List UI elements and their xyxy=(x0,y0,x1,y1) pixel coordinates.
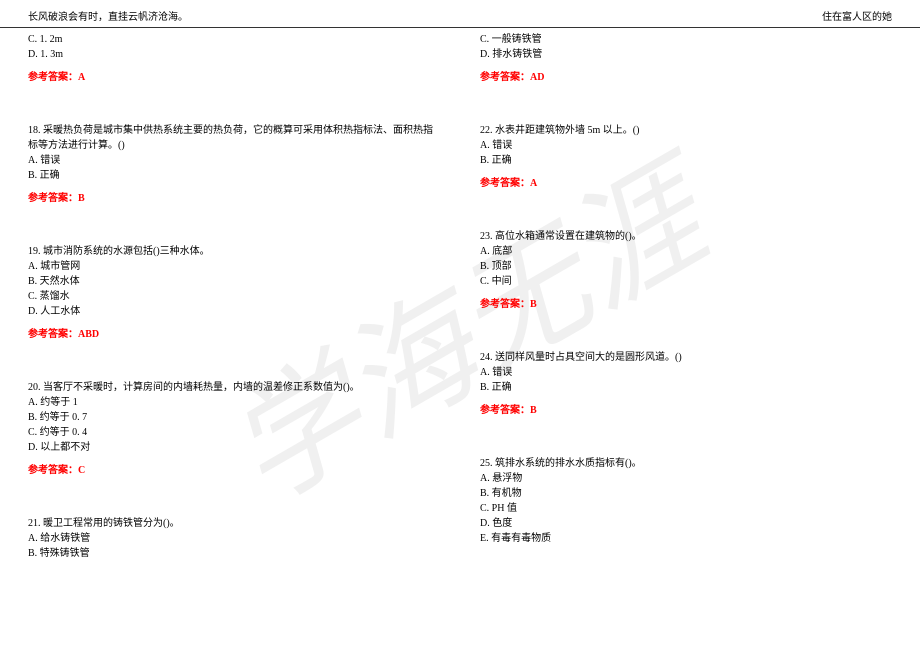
answer: 参考答案：A xyxy=(480,176,892,191)
option: B. 顶部 xyxy=(480,259,892,274)
option: A. 城市管网 xyxy=(28,259,440,274)
question-text: 24. 送同样风量时占具空间大的是圆形风道。() xyxy=(480,350,892,365)
option: C. 蒸馏水 xyxy=(28,289,440,304)
question-24: 24. 送同样风量时占具空间大的是圆形风道。() A. 错误 B. 正确 参考答… xyxy=(480,350,892,418)
option: D. 排水铸铁管 xyxy=(480,47,892,62)
option: D. 以上都不对 xyxy=(28,440,440,455)
answer: 参考答案：C xyxy=(28,463,440,478)
option: A. 约等于 1 xyxy=(28,395,440,410)
option: B. 约等于 0. 7 xyxy=(28,410,440,425)
question-20: 20. 当客厅不采暖时，计算房间的内墙耗热量，内墙的温差修正系数值为()。 A.… xyxy=(28,380,440,478)
option: A. 底部 xyxy=(480,244,892,259)
option: A. 错误 xyxy=(480,365,892,380)
right-column: C. 一般铸铁管 D. 排水铸铁管 参考答案：AD 22. 水表井距建筑物外墙 … xyxy=(470,32,892,599)
question-17-partial: C. 1. 2m D. 1. 3m 参考答案：A xyxy=(28,32,440,85)
option: B. 正确 xyxy=(480,380,892,395)
answer: 参考答案：B xyxy=(28,191,440,206)
option: D. 1. 3m xyxy=(28,47,440,62)
question-text: 23. 高位水箱通常设置在建筑物的()。 xyxy=(480,229,892,244)
option: E. 有毒有毒物质 xyxy=(480,531,892,546)
option: C. PH 值 xyxy=(480,501,892,516)
answer: 参考答案：B xyxy=(480,403,892,418)
answer: 参考答案：ABD xyxy=(28,327,440,342)
question-text: 18. 采暖热负荷是城市集中供热系统主要的热负荷，它的概算可采用体积热指标法、面… xyxy=(28,123,440,153)
option: C. 1. 2m xyxy=(28,32,440,47)
question-18: 18. 采暖热负荷是城市集中供热系统主要的热负荷，它的概算可采用体积热指标法、面… xyxy=(28,123,440,206)
option: B. 正确 xyxy=(480,153,892,168)
header-right: 住在富人区的她 xyxy=(822,8,892,23)
question-text: 21. 暖卫工程常用的铸铁管分为()。 xyxy=(28,516,440,531)
option: C. 约等于 0. 4 xyxy=(28,425,440,440)
page-header: 长风破浪会有时，直挂云帆济沧海。 住在富人区的她 xyxy=(0,0,920,28)
question-text: 19. 城市消防系统的水源包括()三种水体。 xyxy=(28,244,440,259)
header-left: 长风破浪会有时，直挂云帆济沧海。 xyxy=(28,8,188,23)
question-text: 25. 筑排水系统的排水水质指标有()。 xyxy=(480,456,892,471)
option: A. 悬浮物 xyxy=(480,471,892,486)
question-23: 23. 高位水箱通常设置在建筑物的()。 A. 底部 B. 顶部 C. 中间 参… xyxy=(480,229,892,312)
question-text: 22. 水表井距建筑物外墙 5m 以上。() xyxy=(480,123,892,138)
option: A. 错误 xyxy=(28,153,440,168)
option: A. 错误 xyxy=(480,138,892,153)
option: A. 给水铸铁管 xyxy=(28,531,440,546)
left-column: C. 1. 2m D. 1. 3m 参考答案：A 18. 采暖热负荷是城市集中供… xyxy=(28,32,470,599)
option: B. 特殊铸铁管 xyxy=(28,546,440,561)
option: D. 色度 xyxy=(480,516,892,531)
option: B. 有机物 xyxy=(480,486,892,501)
question-21-cont: C. 一般铸铁管 D. 排水铸铁管 参考答案：AD xyxy=(480,32,892,85)
answer: 参考答案：A xyxy=(28,70,440,85)
option: B. 正确 xyxy=(28,168,440,183)
option: C. 一般铸铁管 xyxy=(480,32,892,47)
question-19: 19. 城市消防系统的水源包括()三种水体。 A. 城市管网 B. 天然水体 C… xyxy=(28,244,440,342)
question-22: 22. 水表井距建筑物外墙 5m 以上。() A. 错误 B. 正确 参考答案：… xyxy=(480,123,892,191)
content-area: C. 1. 2m D. 1. 3m 参考答案：A 18. 采暖热负荷是城市集中供… xyxy=(0,28,920,599)
option: C. 中间 xyxy=(480,274,892,289)
question-text: 20. 当客厅不采暖时，计算房间的内墙耗热量，内墙的温差修正系数值为()。 xyxy=(28,380,440,395)
question-21: 21. 暖卫工程常用的铸铁管分为()。 A. 给水铸铁管 B. 特殊铸铁管 xyxy=(28,516,440,561)
question-25: 25. 筑排水系统的排水水质指标有()。 A. 悬浮物 B. 有机物 C. PH… xyxy=(480,456,892,546)
option: D. 人工水体 xyxy=(28,304,440,319)
option: B. 天然水体 xyxy=(28,274,440,289)
answer: 参考答案：B xyxy=(480,297,892,312)
answer: 参考答案：AD xyxy=(480,70,892,85)
